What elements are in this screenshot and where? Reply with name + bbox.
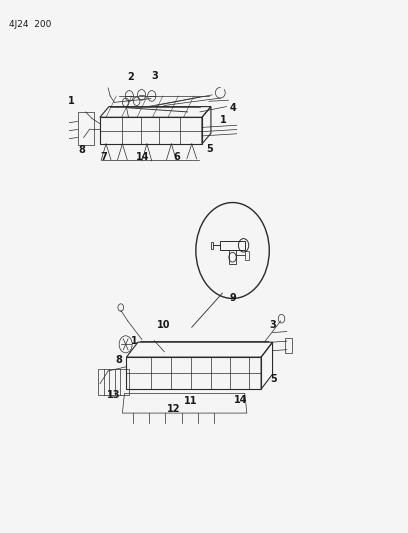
Text: 4J24  200: 4J24 200 — [9, 20, 51, 29]
Text: 1: 1 — [68, 96, 75, 106]
Text: 7: 7 — [101, 152, 107, 161]
Text: 13: 13 — [106, 391, 120, 400]
Text: 1: 1 — [131, 336, 138, 346]
Text: 5: 5 — [207, 144, 213, 154]
Text: 10: 10 — [156, 320, 170, 330]
Text: 8: 8 — [116, 355, 122, 365]
Text: 3: 3 — [269, 320, 276, 330]
Text: 11: 11 — [184, 396, 198, 406]
Text: 2: 2 — [127, 72, 134, 82]
Text: 6: 6 — [173, 152, 180, 161]
Text: 8: 8 — [78, 146, 85, 155]
Text: 12: 12 — [166, 405, 180, 414]
Text: 14: 14 — [234, 395, 248, 405]
Text: 1: 1 — [220, 115, 227, 125]
Text: 5: 5 — [270, 375, 277, 384]
Text: 14: 14 — [136, 152, 150, 161]
Text: 9: 9 — [229, 294, 236, 303]
Text: 4: 4 — [229, 103, 236, 112]
Text: 3: 3 — [152, 71, 158, 80]
